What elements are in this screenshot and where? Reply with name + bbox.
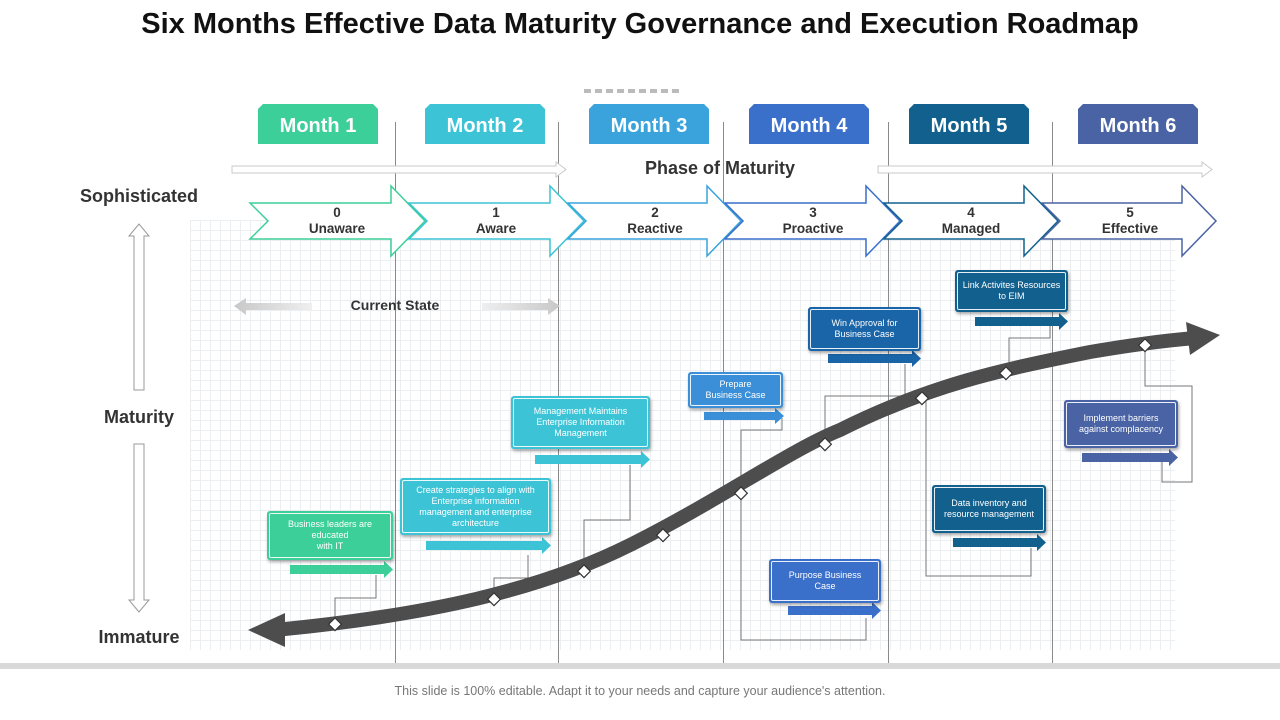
card-arrows	[290, 313, 1178, 619]
stage-chevrons	[248, 184, 1218, 258]
stage-chevron-1	[407, 184, 586, 258]
stage-chevron-4	[882, 184, 1060, 258]
stage-1: 1 Aware	[436, 205, 556, 237]
month-divider	[395, 122, 396, 663]
milestone-card-8: Data inventory and resource management	[932, 485, 1046, 533]
current-state-arrows	[234, 298, 560, 315]
milestone-card-2: Create strategies to align with Enterpri…	[400, 478, 551, 535]
stage-number: 4	[967, 205, 975, 220]
current-state-label: Current State	[350, 297, 440, 313]
stage-number: 1	[492, 205, 500, 220]
stage-chevron-3	[723, 184, 902, 258]
axis-label-top: Sophisticated	[79, 186, 199, 206]
stage-name: Proactive	[782, 221, 844, 236]
card-text: Prepare Business Case	[705, 379, 766, 400]
milestone-card-3: Management Maintains Enterprise Informat…	[511, 396, 650, 449]
milestone-card-7: Link Activites Resources to EIM	[955, 270, 1068, 312]
axis-label-middle: Maturity	[103, 407, 174, 427]
phase-of-maturity-label: Phase of Maturity	[644, 158, 796, 178]
stage-name: Aware	[475, 221, 517, 236]
card-text: Data inventory and resource management	[943, 498, 1035, 519]
milestone-card-9: Implement barriers against complacency	[1064, 400, 1178, 448]
stage-name: Reactive	[627, 221, 683, 236]
month-divider	[888, 122, 889, 663]
stage-name: Managed	[941, 221, 1001, 236]
axis-label-bottom: Immature	[98, 627, 180, 647]
stage-3: 3 Proactive	[753, 205, 873, 237]
curve-arrowhead-left	[248, 613, 285, 647]
stage-name: Unaware	[308, 221, 366, 236]
month-tab-4: Month 4	[749, 104, 869, 144]
card-text: Create strategies to align with Enterpri…	[416, 484, 535, 528]
stage-number: 5	[1126, 205, 1134, 220]
milestone-card-4: Prepare Business Case	[688, 372, 783, 408]
card-text: Implement barriers against complacency	[1078, 413, 1164, 434]
milestone-card-5: Purpose Business Case	[769, 559, 881, 603]
stage-chevron-0	[248, 184, 427, 258]
phase-arrows	[231, 161, 1213, 178]
stage-5: 5 Effective	[1070, 205, 1190, 237]
month-tab-3: Month 3	[589, 104, 709, 144]
stage-2: 2 Reactive	[595, 205, 715, 237]
milestone-card-1: Business leaders are educated with IT	[267, 511, 393, 560]
stage-chevron-5	[1040, 184, 1218, 258]
stage-0: 0 Unaware	[277, 205, 397, 237]
stage-name: Effective	[1101, 221, 1159, 236]
title-divider	[584, 80, 696, 93]
card-text: Win Approval for Business Case	[831, 318, 898, 339]
stage-number: 2	[651, 205, 659, 220]
month-tab-2: Month 2	[425, 104, 545, 144]
milestone-markers	[327, 338, 1153, 632]
stage-number: 0	[333, 205, 341, 220]
maturity-curve	[248, 322, 1220, 647]
stage-chevron-2	[566, 184, 743, 258]
card-text: Business leaders are educated with IT	[287, 519, 373, 551]
stage-number: 3	[809, 205, 817, 220]
page-title: Six Months Effective Data Maturity Gover…	[141, 8, 1139, 40]
milestone-card-6: Win Approval for Business Case	[808, 307, 921, 351]
card-text: Management Maintains Enterprise Informat…	[533, 406, 628, 438]
month-divider	[1052, 122, 1053, 663]
card-text: Link Activites Resources to EIM	[962, 280, 1061, 301]
footer-note: This slide is 100% editable. Adapt it to…	[394, 684, 886, 698]
month-divider	[558, 122, 559, 663]
month-tab-5: Month 5	[909, 104, 1029, 144]
footer-divider	[0, 663, 1280, 669]
month-tab-1: Month 1	[258, 104, 378, 144]
curve-arrowhead-right	[1186, 322, 1220, 355]
stage-4: 4 Managed	[911, 205, 1031, 237]
month-tab-6: Month 6	[1078, 104, 1198, 144]
maturity-axis-arrows	[127, 223, 151, 613]
card-text: Purpose Business Case	[788, 570, 862, 591]
